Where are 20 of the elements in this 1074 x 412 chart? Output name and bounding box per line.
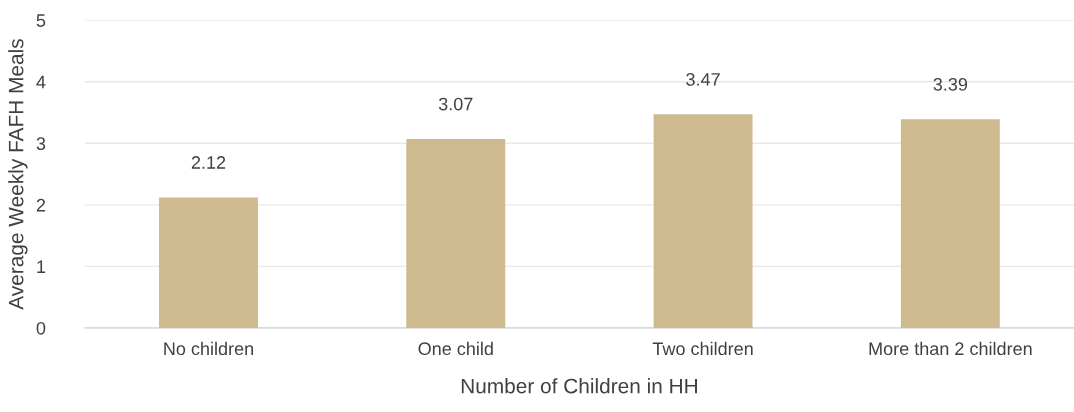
x-tick-label: One child bbox=[418, 341, 493, 356]
bar bbox=[159, 197, 258, 328]
bar bbox=[406, 138, 506, 328]
y-axis-title: Average Weekly FAFH Meals bbox=[8, 39, 28, 310]
x-tick-label: More than 2 children bbox=[869, 341, 1032, 356]
data-label: 3.47 bbox=[686, 73, 720, 86]
x-tick-label: Two children bbox=[652, 341, 753, 356]
x-axis-title: Number of Children in HH bbox=[461, 378, 697, 394]
data-label: 3.39 bbox=[933, 77, 968, 91]
y-tick-label: 1 bbox=[37, 260, 46, 273]
data-label: 3.07 bbox=[438, 97, 473, 111]
data-label: 2.12 bbox=[191, 156, 226, 169]
bar bbox=[653, 114, 753, 328]
y-tick-label: 5 bbox=[36, 14, 46, 27]
y-tick-label: 2 bbox=[36, 198, 46, 212]
x-tick-label: No children bbox=[164, 341, 253, 356]
bar bbox=[900, 119, 1000, 328]
y-tick-label: 4 bbox=[36, 75, 46, 89]
y-tick-label: 3 bbox=[36, 137, 46, 151]
y-tick-label: 0 bbox=[36, 321, 46, 335]
